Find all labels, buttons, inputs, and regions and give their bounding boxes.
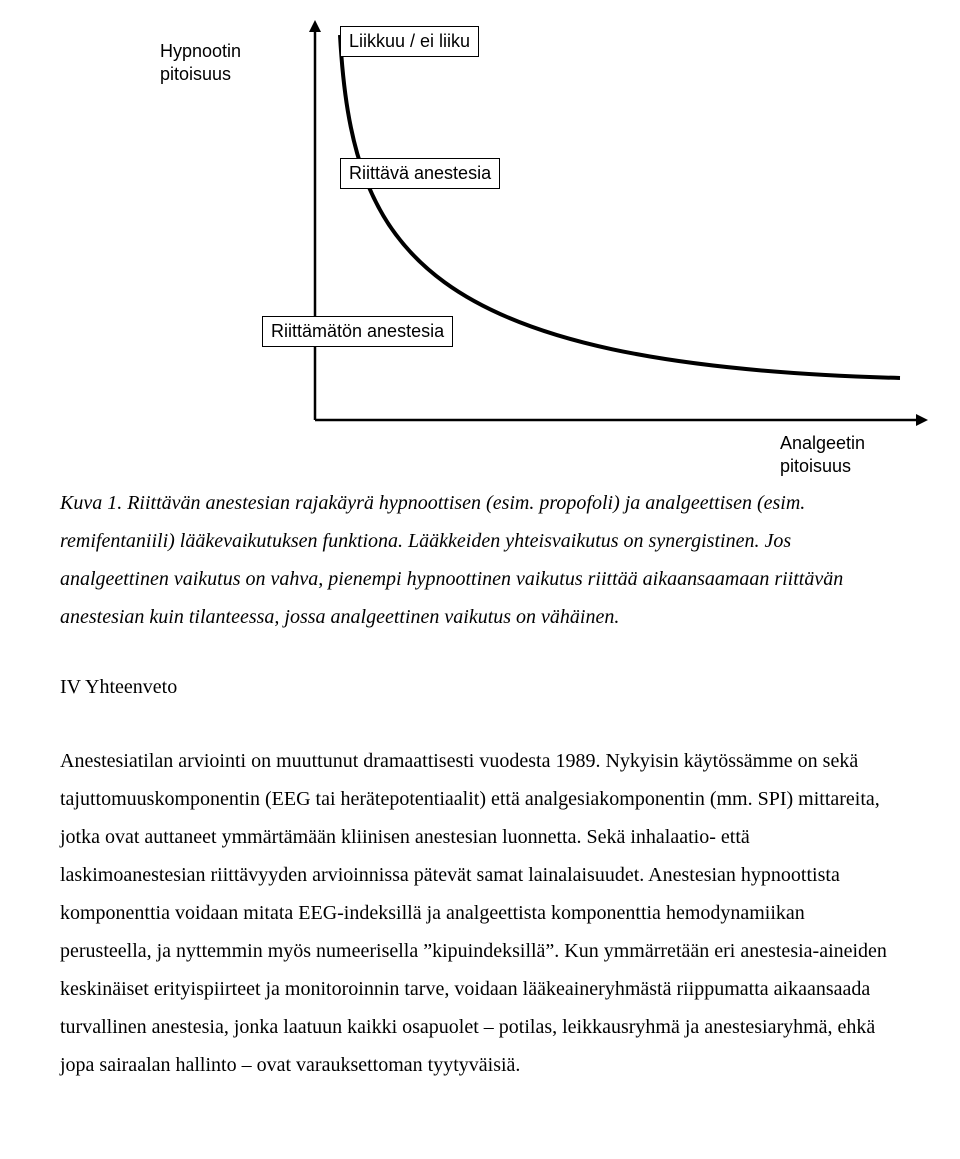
axes <box>309 20 928 426</box>
figure: Hypnootinpitoisuus Liikkuu / ei liiku Ri… <box>60 20 900 460</box>
chart-svg <box>260 20 940 440</box>
y-axis-arrow <box>309 20 321 32</box>
box-label-top: Liikkuu / ei liiku <box>340 26 479 57</box>
figure-number: Kuva 1. <box>60 492 122 514</box>
section-heading: IV Yhteenveto <box>60 668 900 706</box>
x-axis-label: Analgeetinpitoisuus <box>780 432 865 477</box>
y-axis-label-line1: Hypnootinpitoisuus <box>160 41 241 84</box>
figure-caption-text: Riittävän anestesian rajakäyrä hypnootti… <box>60 492 843 628</box>
figure-caption: Kuva 1. Riittävän anestesian rajakäyrä h… <box>60 484 900 636</box>
body-paragraph: Anestesiatilan arviointi on muuttunut dr… <box>60 742 900 1084</box>
x-axis-arrow <box>916 414 928 426</box>
box-label-bottom: Riittämätön anestesia <box>262 316 453 347</box>
y-axis-label: Hypnootinpitoisuus <box>160 40 241 85</box>
box-label-middle: Riittävä anestesia <box>340 158 500 189</box>
page: Hypnootinpitoisuus Liikkuu / ei liiku Ri… <box>0 0 960 1144</box>
x-axis-label-text: Analgeetinpitoisuus <box>780 433 865 476</box>
